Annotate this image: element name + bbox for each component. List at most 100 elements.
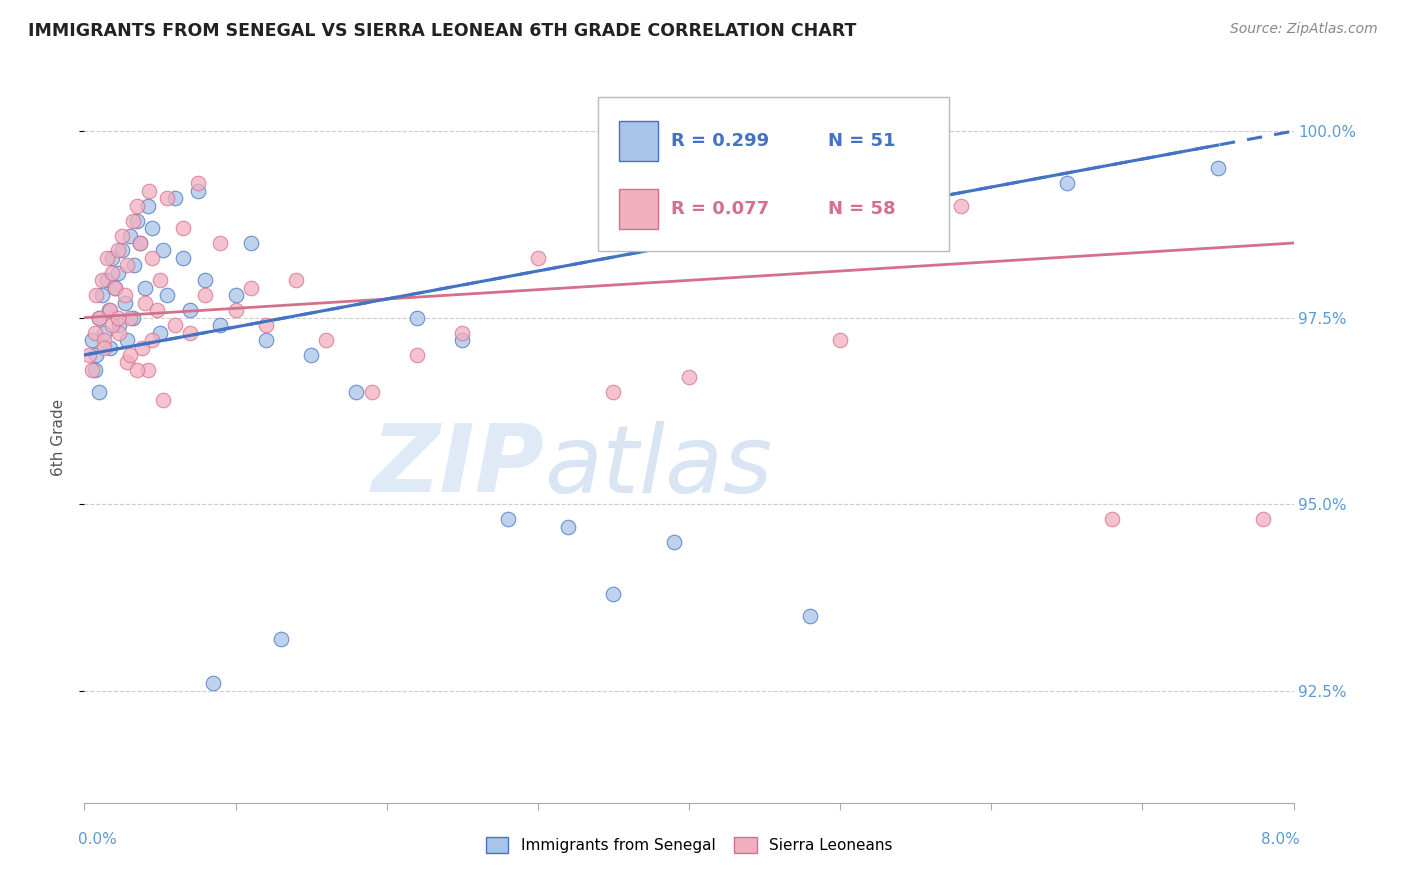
Point xyxy=(118,228,141,243)
Point xyxy=(136,363,159,377)
Point xyxy=(156,288,179,302)
Point xyxy=(179,303,201,318)
Point xyxy=(187,184,209,198)
Point xyxy=(496,512,519,526)
Point xyxy=(165,191,187,205)
Point xyxy=(115,333,138,347)
Point xyxy=(118,348,141,362)
Point xyxy=(1253,512,1275,526)
Point xyxy=(187,177,209,191)
Text: 0.0%: 0.0% xyxy=(79,832,117,847)
Text: N = 58: N = 58 xyxy=(828,200,896,218)
Point xyxy=(152,392,174,407)
Text: N = 51: N = 51 xyxy=(828,132,896,150)
Point xyxy=(156,191,179,205)
Point xyxy=(80,333,103,347)
Point xyxy=(93,333,115,347)
FancyBboxPatch shape xyxy=(599,97,949,251)
Point xyxy=(201,676,224,690)
Point xyxy=(127,199,149,213)
Point xyxy=(239,281,262,295)
Point xyxy=(799,609,821,624)
Text: R = 0.077: R = 0.077 xyxy=(671,200,769,218)
Point xyxy=(141,221,163,235)
Point xyxy=(107,266,129,280)
Point xyxy=(451,333,474,347)
Point xyxy=(138,184,160,198)
Point xyxy=(209,235,232,250)
Point xyxy=(129,235,152,250)
Point xyxy=(104,281,127,295)
Point xyxy=(93,341,115,355)
Point xyxy=(209,318,232,332)
Point xyxy=(121,310,143,325)
Text: ZIP: ZIP xyxy=(371,420,544,512)
Point xyxy=(134,295,156,310)
Point xyxy=(149,273,172,287)
Point xyxy=(91,273,114,287)
Point xyxy=(89,385,111,400)
Point xyxy=(299,348,322,362)
Point xyxy=(127,213,149,227)
Point xyxy=(239,235,262,250)
Point xyxy=(131,341,153,355)
Point xyxy=(111,244,134,258)
Point xyxy=(172,251,194,265)
Point xyxy=(89,310,111,325)
Point xyxy=(1206,161,1229,176)
Point xyxy=(527,251,550,265)
Y-axis label: 6th Grade: 6th Grade xyxy=(51,399,66,475)
Point xyxy=(86,348,108,362)
Point xyxy=(136,199,159,213)
Point xyxy=(406,310,429,325)
Point xyxy=(194,273,217,287)
Point xyxy=(146,303,169,318)
Point xyxy=(93,326,115,340)
Point xyxy=(89,310,111,325)
Point xyxy=(100,266,122,280)
Point xyxy=(115,355,138,369)
Point xyxy=(114,295,136,310)
Point xyxy=(134,281,156,295)
Point xyxy=(98,341,121,355)
Text: IMMIGRANTS FROM SENEGAL VS SIERRA LEONEAN 6TH GRADE CORRELATION CHART: IMMIGRANTS FROM SENEGAL VS SIERRA LEONEA… xyxy=(28,22,856,40)
Point xyxy=(127,363,149,377)
Point xyxy=(225,303,247,318)
Point xyxy=(100,318,122,332)
Point xyxy=(254,333,277,347)
Point xyxy=(270,632,292,646)
Point xyxy=(111,228,134,243)
Point xyxy=(149,326,172,340)
Point xyxy=(1056,177,1078,191)
Point xyxy=(165,318,187,332)
Point xyxy=(100,251,122,265)
Point xyxy=(194,288,217,302)
Point xyxy=(86,288,108,302)
Point xyxy=(96,251,118,265)
Point xyxy=(115,259,138,273)
Point xyxy=(77,348,100,362)
Point xyxy=(152,244,174,258)
Point xyxy=(91,288,114,302)
Point xyxy=(315,333,337,347)
Point xyxy=(678,370,700,384)
Point xyxy=(225,288,247,302)
Point xyxy=(1101,512,1123,526)
Point xyxy=(114,288,136,302)
Point xyxy=(179,326,201,340)
Point xyxy=(602,385,624,400)
Point xyxy=(360,385,382,400)
Point xyxy=(84,326,107,340)
Point xyxy=(141,333,163,347)
Point xyxy=(662,534,685,549)
Point xyxy=(172,221,194,235)
Bar xyxy=(619,189,658,229)
Point xyxy=(97,303,120,318)
Point xyxy=(602,587,624,601)
Point xyxy=(84,363,107,377)
Bar xyxy=(619,120,658,161)
Point xyxy=(129,235,152,250)
Point xyxy=(406,348,429,362)
Point xyxy=(108,318,131,332)
Point xyxy=(284,273,308,287)
